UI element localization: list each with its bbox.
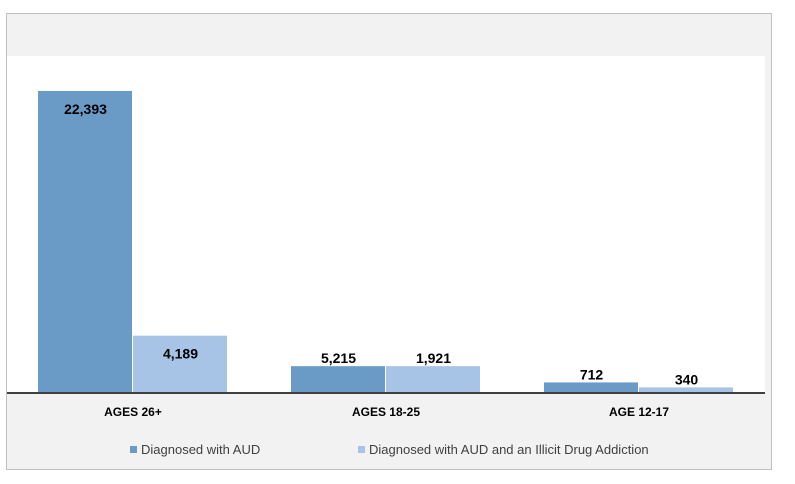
bars-group — [38, 91, 733, 392]
bar-2-0 — [544, 382, 638, 392]
data-label-0-0: 22,393 — [64, 101, 107, 117]
data-label-1-0: 5,215 — [321, 350, 356, 366]
bar-0-0 — [38, 91, 132, 392]
data-label-1-1: 1,921 — [416, 350, 451, 366]
legend-swatch-1 — [358, 446, 365, 453]
data-label-0-1: 4,189 — [163, 346, 198, 362]
bar-2-1 — [639, 387, 733, 392]
category-label-0: AGES 26+ — [104, 405, 162, 419]
bar-0-1 — [133, 335, 227, 392]
legend-label-0: Diagnosed with AUD — [141, 442, 260, 457]
data-label-2-1: 340 — [675, 371, 699, 387]
data-label-2-0: 712 — [580, 366, 604, 382]
bar-1-1 — [386, 366, 480, 392]
category-label-1: AGES 18-25 — [352, 405, 420, 419]
bar-1-0 — [291, 366, 385, 392]
legend: Diagnosed with AUD Diagnosed with AUD and… — [130, 442, 649, 457]
category-label-2: AGE 12-17 — [609, 405, 669, 419]
labels-group: 22,393 4,189 AGES 26+ 5,215 1,921 AGES 18-25 7… — [64, 101, 698, 419]
legend-label-1: Diagnosed with AUD and an Illicit Drug A… — [369, 442, 649, 457]
legend-swatch-0 — [130, 446, 137, 453]
